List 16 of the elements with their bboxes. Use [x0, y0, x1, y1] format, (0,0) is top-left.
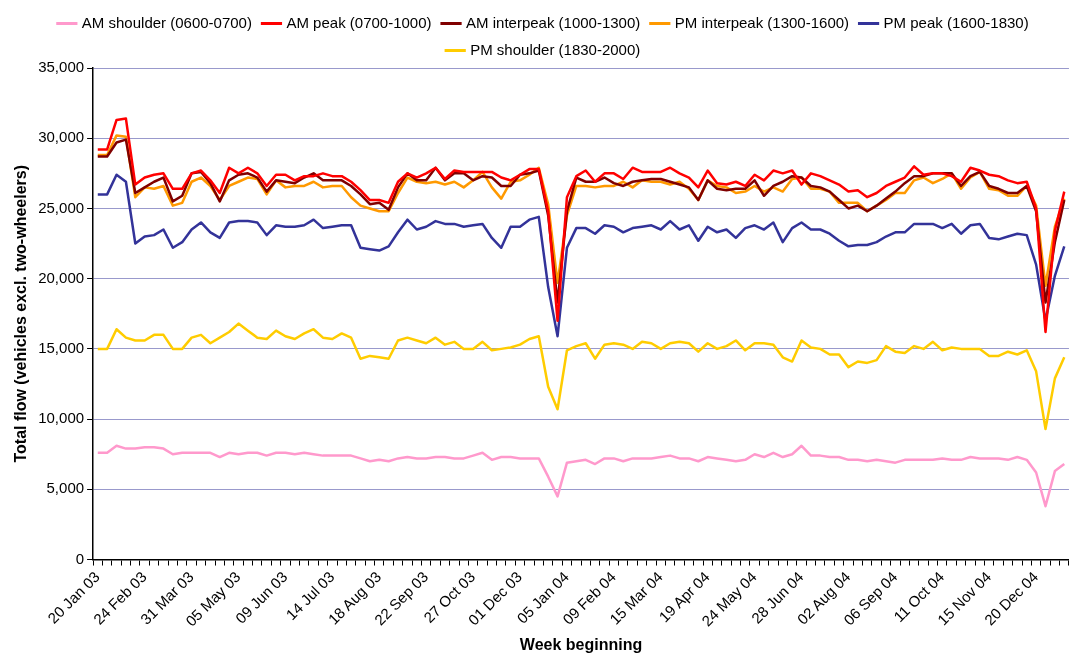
x-axis-title: Week beginning: [519, 635, 643, 653]
y-tick-label: 5,000: [46, 479, 85, 497]
y-tick-label: 20,000: [38, 268, 85, 286]
y-tick-label: 30,000: [38, 128, 85, 146]
y-tick-label: 10,000: [38, 409, 85, 427]
y-tick-label: 35,000: [38, 58, 85, 76]
y-axis-title: Total flow (vehicles excl. two-wheelers): [12, 164, 30, 463]
legend-label: AM peak (0700-1000): [286, 13, 432, 31]
legend-label: PM peak (1600-1830): [883, 13, 1029, 31]
y-tick-label: 25,000: [38, 198, 85, 216]
legend-label: PM interpeak (1300-1600): [674, 13, 850, 31]
y-tick-label: 0: [75, 549, 85, 567]
y-tick-label: 15,000: [38, 339, 85, 357]
legend-label: AM shoulder (0600-0700): [81, 13, 252, 31]
legend-label: PM shoulder (1830-2000): [470, 40, 641, 58]
legend-label: AM interpeak (1000-1300): [466, 13, 641, 31]
